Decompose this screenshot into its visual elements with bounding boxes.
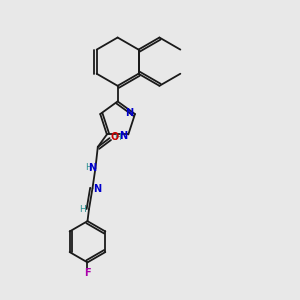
- Text: N: N: [126, 108, 134, 118]
- Text: H: H: [85, 163, 92, 172]
- Text: H: H: [79, 205, 86, 214]
- Text: O: O: [110, 132, 118, 142]
- Text: N: N: [88, 163, 97, 172]
- Text: N: N: [93, 184, 101, 194]
- Text: N: N: [119, 130, 127, 141]
- Text: F: F: [84, 268, 91, 278]
- Text: H: H: [114, 134, 121, 142]
